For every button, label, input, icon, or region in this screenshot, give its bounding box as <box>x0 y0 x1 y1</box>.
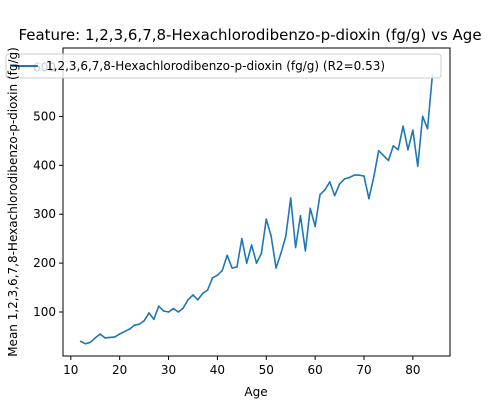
data-point <box>197 298 199 301</box>
data-point <box>250 244 253 246</box>
data-point <box>114 336 116 338</box>
y-tick-label: 400 <box>33 158 56 172</box>
data-point <box>416 165 419 168</box>
data-point <box>260 252 263 255</box>
data-point <box>241 237 243 240</box>
x-tick-label: 10 <box>63 363 78 377</box>
data-point <box>187 298 189 301</box>
data-point <box>402 125 404 128</box>
data-point <box>309 207 312 210</box>
data-point <box>226 254 228 257</box>
data-point <box>94 337 97 339</box>
x-tick-label: 30 <box>161 363 176 377</box>
data-point <box>324 188 326 191</box>
data-point <box>84 342 87 345</box>
data-point <box>275 267 277 269</box>
data-point <box>289 197 292 199</box>
data-point <box>353 174 356 176</box>
data-point <box>148 312 150 314</box>
x-tick-label: 70 <box>356 363 371 377</box>
data-point <box>265 218 268 220</box>
data-point <box>216 274 219 277</box>
data-point <box>387 159 390 162</box>
x-axis-ticks: 10 20 30 40 50 60 70 80 <box>63 356 421 377</box>
data-point <box>397 148 400 151</box>
data-point <box>206 289 209 291</box>
data-point <box>89 341 92 344</box>
data-point <box>79 340 82 343</box>
data-point <box>280 252 282 255</box>
data-point <box>109 336 111 339</box>
data-point <box>338 183 341 185</box>
data-point <box>245 262 248 264</box>
data-point <box>182 307 184 309</box>
data-point <box>133 324 136 327</box>
data-point <box>167 311 170 313</box>
data-point <box>421 115 424 118</box>
y-tick-label: 200 <box>33 256 56 270</box>
legend-entry: 1,2,3,6,7,8-Hexachlorodibenzo-p-dioxin (… <box>46 59 385 73</box>
chart-title: Feature: 1,2,3,6,7,8-Hexachlorodibenzo-p… <box>18 26 481 44</box>
data-point <box>294 246 297 249</box>
y-tick-label: 100 <box>33 305 56 319</box>
data-point <box>123 330 126 333</box>
x-tick-label: 20 <box>112 363 127 377</box>
y-axis-label: Mean 1,2,3,6,7,8-Hexachlorodibenzo-p-dio… <box>6 47 20 357</box>
data-point <box>392 144 395 147</box>
data-point <box>382 154 385 157</box>
y-axis-ticks: 100200300400500600 <box>33 61 63 319</box>
data-point <box>162 310 165 312</box>
data-point <box>368 197 370 200</box>
data-point <box>221 269 224 272</box>
data-point <box>118 333 121 335</box>
data-point <box>329 181 331 183</box>
data-point <box>372 176 375 178</box>
data-point <box>412 129 414 131</box>
data-point <box>153 318 155 321</box>
data-point <box>407 148 409 151</box>
data-point <box>304 250 307 252</box>
data-point <box>201 292 204 295</box>
plot-frame <box>62 47 451 357</box>
data-point <box>172 307 175 310</box>
data-point <box>236 266 238 268</box>
x-axis-label: Age <box>244 385 267 399</box>
y-tick-label: 500 <box>33 109 56 123</box>
data-point <box>363 175 365 177</box>
data-point <box>143 320 145 322</box>
data-point <box>358 174 360 176</box>
data-point <box>319 193 321 196</box>
x-tick-label: 50 <box>259 363 274 377</box>
data-point <box>314 225 316 228</box>
data-point <box>104 337 106 339</box>
x-tick-label: 80 <box>405 363 420 377</box>
data-point <box>177 311 180 313</box>
data-point <box>138 323 141 326</box>
plot-background <box>63 48 450 356</box>
data-point <box>285 235 287 238</box>
data-point <box>128 328 131 330</box>
data-point <box>348 176 351 179</box>
x-tick-label: 40 <box>210 363 225 377</box>
data-point <box>270 235 272 238</box>
data-point <box>333 194 336 197</box>
data-point <box>377 149 380 152</box>
x-tick-label: 60 <box>307 363 322 377</box>
data-point <box>299 214 302 217</box>
data-point <box>192 294 194 296</box>
data-point <box>255 262 258 264</box>
data-point <box>343 178 346 180</box>
plot-area <box>63 48 450 356</box>
data-point <box>426 127 429 130</box>
legend-box <box>5 53 442 79</box>
legend: 1,2,3,6,7,8-Hexachlorodibenzo-p-dioxin (… <box>5 53 442 79</box>
data-point <box>231 267 233 269</box>
series-layer <box>79 74 434 345</box>
data-point <box>99 333 101 335</box>
data-point <box>211 276 214 279</box>
data-point <box>157 305 160 307</box>
y-tick-label: 300 <box>33 207 56 221</box>
